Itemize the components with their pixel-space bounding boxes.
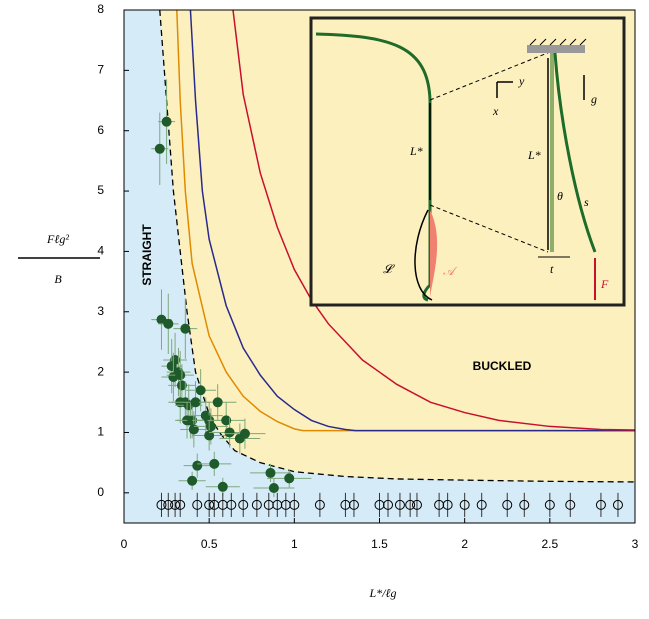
inset-label: t bbox=[550, 262, 554, 276]
model-curve bbox=[189, 10, 635, 432]
data-point bbox=[195, 385, 206, 396]
data-point bbox=[612, 499, 623, 510]
inset-label: s bbox=[584, 195, 589, 209]
y-tick-label: 0 bbox=[97, 485, 104, 499]
data-point bbox=[226, 499, 237, 510]
data-point bbox=[192, 499, 203, 510]
data-point bbox=[348, 499, 359, 510]
annotation: BUCKLED bbox=[473, 359, 532, 373]
inset-label: 𝒜 bbox=[443, 264, 458, 278]
model-curve bbox=[232, 10, 635, 431]
inset-rod-bent bbox=[553, 52, 597, 253]
x-tick-label: 1.5 bbox=[371, 537, 388, 551]
data-point bbox=[289, 499, 300, 510]
data-point bbox=[314, 499, 325, 510]
y-tick-label: 3 bbox=[97, 304, 104, 318]
inset-frame bbox=[309, 16, 626, 307]
foreground: 0 0.5 1 1.5 2 2.5 3 0 1 2 3 4 5 6 7 8 bbox=[97, 2, 638, 551]
data-point bbox=[284, 473, 295, 484]
data-point bbox=[175, 370, 186, 381]
x-tick-label: 0.5 bbox=[201, 537, 218, 551]
y-tick-label: 5 bbox=[97, 183, 104, 197]
data-point bbox=[268, 482, 279, 493]
data-point bbox=[265, 467, 276, 478]
data-point bbox=[190, 397, 201, 408]
data-point bbox=[442, 499, 453, 510]
data-point bbox=[176, 380, 187, 391]
data-point bbox=[161, 116, 172, 127]
inset-label: x bbox=[492, 104, 499, 118]
y-tick-label: 8 bbox=[97, 2, 104, 16]
data-point bbox=[595, 499, 606, 510]
data-point bbox=[209, 458, 220, 469]
annotation: STRAIGHT bbox=[140, 224, 154, 286]
data-point bbox=[180, 323, 191, 334]
data-point bbox=[175, 499, 186, 510]
inset-area bbox=[430, 210, 438, 298]
data-point bbox=[224, 427, 235, 438]
data-point bbox=[154, 143, 165, 154]
x-tick-label: 2.5 bbox=[541, 537, 558, 551]
inset-label: L* bbox=[409, 144, 423, 158]
data-point bbox=[411, 499, 422, 510]
y-tick-label: 1 bbox=[97, 425, 104, 439]
inset-label: y bbox=[518, 74, 525, 88]
y-axis-label: B bbox=[54, 272, 62, 286]
data-point bbox=[459, 499, 470, 510]
inset-dash bbox=[429, 204, 549, 253]
y-tick-label: 4 bbox=[97, 244, 104, 258]
data-point bbox=[204, 430, 215, 441]
data-point bbox=[239, 428, 250, 439]
data-point bbox=[166, 361, 177, 372]
data-point bbox=[163, 318, 174, 329]
x-axis-label: L*/ℓg bbox=[368, 586, 396, 600]
data-point bbox=[204, 499, 215, 510]
data-point bbox=[394, 499, 405, 510]
data-point bbox=[205, 421, 216, 432]
data-point bbox=[502, 499, 513, 510]
inset-hatch bbox=[529, 38, 587, 46]
data-point bbox=[163, 499, 174, 510]
inset-dash bbox=[429, 49, 556, 101]
inset-label: g bbox=[591, 92, 597, 106]
inset-label: θ bbox=[557, 189, 563, 203]
data-point bbox=[217, 481, 228, 492]
x-tick-label: 3 bbox=[632, 537, 639, 551]
inset-axes bbox=[496, 81, 513, 98]
inset-label: F bbox=[600, 277, 609, 291]
inset-wall bbox=[527, 45, 585, 53]
y-tick-label: 7 bbox=[97, 63, 104, 77]
data-point bbox=[383, 499, 394, 510]
inset-path bbox=[414, 209, 433, 301]
model-curve bbox=[176, 10, 635, 432]
data-point bbox=[170, 499, 181, 510]
y-axis-label: Fℓg² bbox=[46, 232, 69, 246]
data-point bbox=[156, 499, 167, 510]
x-tick-label: 2 bbox=[461, 537, 468, 551]
boundary-curve bbox=[159, 10, 635, 483]
x-tick-label: 0 bbox=[121, 537, 128, 551]
data-point bbox=[544, 499, 555, 510]
data-point bbox=[187, 475, 198, 486]
data-point bbox=[519, 499, 530, 510]
y-tick-label: 2 bbox=[97, 364, 104, 378]
x-tick-label: 1 bbox=[291, 537, 298, 551]
data-point bbox=[192, 460, 203, 471]
inset-label: L* bbox=[527, 148, 541, 162]
data-point bbox=[405, 499, 416, 510]
data-point bbox=[221, 415, 232, 426]
data-point bbox=[565, 499, 576, 510]
data-point bbox=[188, 424, 199, 435]
data-point bbox=[212, 397, 223, 408]
data-point bbox=[251, 499, 262, 510]
y-tick-label: 6 bbox=[97, 123, 104, 137]
data-point bbox=[476, 499, 487, 510]
inset: y x g L* L* θ s t F 𝓛 𝒜 bbox=[309, 16, 626, 307]
data-point bbox=[238, 499, 249, 510]
